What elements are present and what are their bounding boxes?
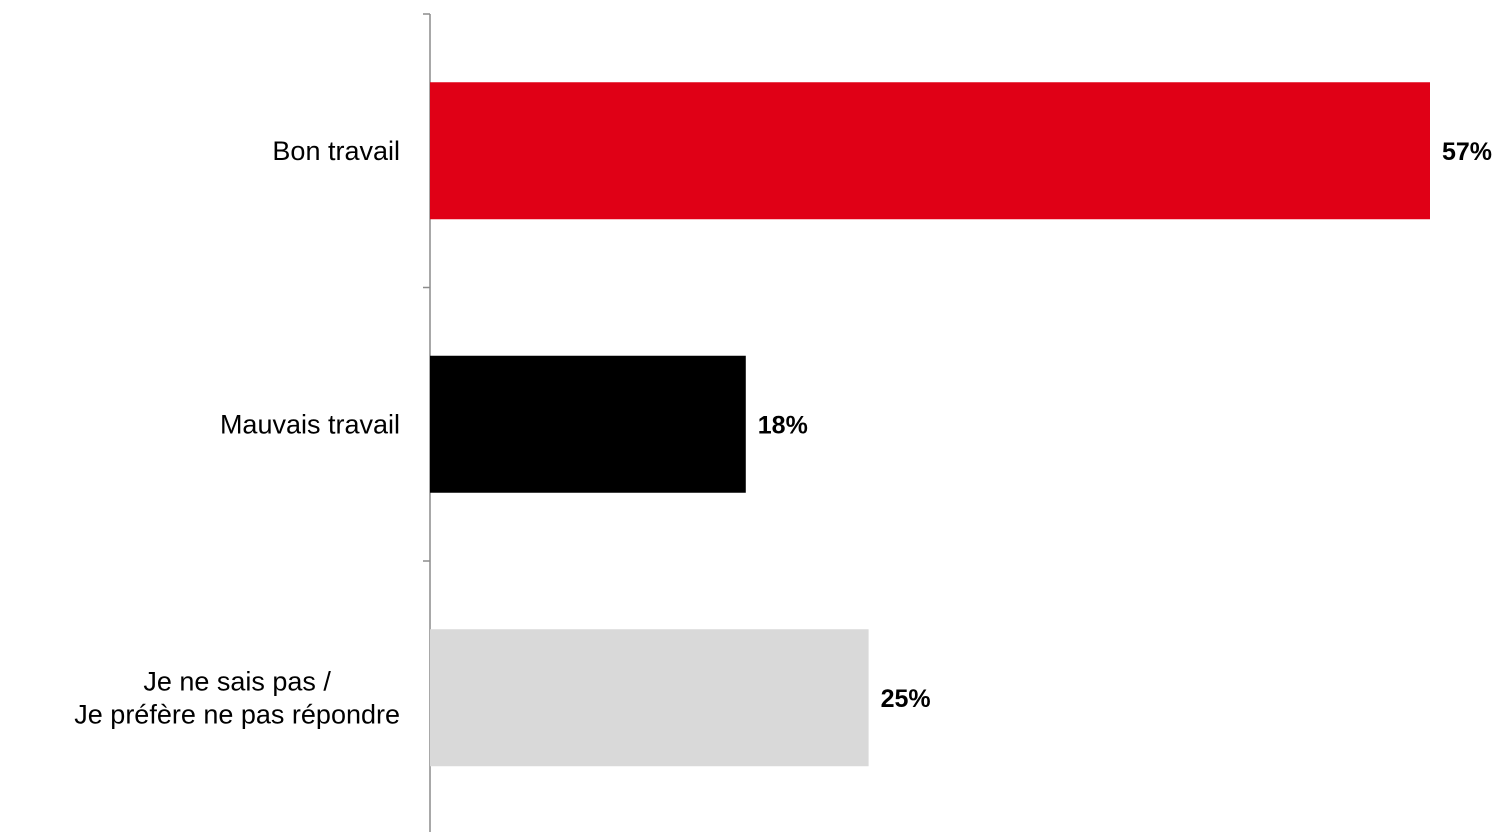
category-label: Je ne sais pas / Je préfère ne pas répond… [74,666,400,729]
category-labels: Bon travail Mauvais travail Je ne sais pas… [74,136,400,730]
bars [430,82,1430,767]
category-label: Mauvais travail [220,409,400,439]
value-labels: 57% 18% 25% [758,138,1492,713]
value-label: 18% [758,411,808,439]
value-label: 57% [1442,138,1492,166]
bar [430,355,746,493]
bar [430,629,869,767]
category-label-line: Je ne sais pas / [143,666,331,696]
category-label: Bon travail [272,136,400,166]
category-label-line: Je préfère ne pas répondre [74,699,400,729]
category-label-line: Bon travail [272,136,400,166]
category-axis [423,13,431,832]
value-label: 25% [881,685,931,713]
category-label-line: Mauvais travail [220,409,400,439]
bar [430,82,1430,220]
